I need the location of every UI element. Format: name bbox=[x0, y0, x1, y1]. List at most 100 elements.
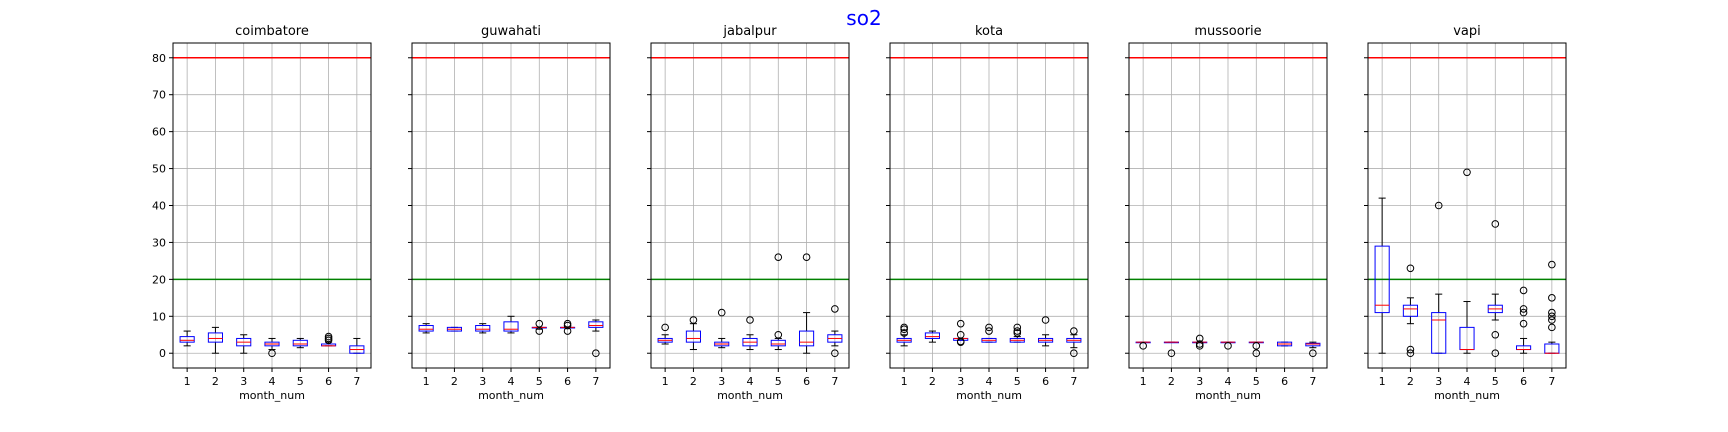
panel-title: coimbatore bbox=[235, 24, 309, 39]
figure-title: so2 bbox=[846, 6, 881, 30]
flier-point bbox=[1406, 264, 1415, 273]
flier-point bbox=[900, 329, 908, 337]
y-tick-label: 20 bbox=[152, 273, 166, 286]
x-tick-label: 2 bbox=[212, 375, 219, 388]
flier-point bbox=[1224, 342, 1232, 350]
y-tick-label: 50 bbox=[152, 163, 166, 176]
flier-point bbox=[1252, 342, 1261, 350]
box-iqr bbox=[207, 332, 224, 343]
flier-point bbox=[831, 349, 839, 358]
x-axis-label: month_num bbox=[956, 389, 1022, 402]
box-iqr bbox=[924, 332, 940, 339]
x-tick-label: 1 bbox=[901, 375, 908, 388]
panel-title: kota bbox=[975, 24, 1003, 39]
box-month-5 bbox=[531, 319, 547, 335]
flier-point bbox=[985, 327, 993, 335]
x-tick-label: 6 bbox=[325, 375, 332, 388]
flier-point bbox=[592, 349, 600, 358]
box-month-2 bbox=[1163, 341, 1180, 358]
flier-point bbox=[1013, 327, 1022, 335]
flier-point bbox=[1519, 305, 1528, 313]
panels: coimbatore 0 10 20 30 40 50 60 70 80 1 2 3 4 5 6 7 month_… bbox=[152, 24, 1567, 402]
box-iqr bbox=[799, 330, 815, 347]
y-tick-label: 60 bbox=[152, 126, 166, 139]
flier-point bbox=[746, 316, 754, 324]
flier-point bbox=[900, 323, 908, 332]
x-tick-label: 1 bbox=[1140, 375, 1147, 388]
x-tick-label: 3 bbox=[1435, 375, 1442, 388]
flier-point bbox=[1519, 308, 1528, 317]
box-month-1 bbox=[418, 323, 434, 334]
x-tick-label: 2 bbox=[929, 375, 936, 388]
x-tick-label: 6 bbox=[803, 375, 810, 388]
x-tick-label: 2 bbox=[451, 375, 458, 388]
box-month-1 bbox=[1135, 341, 1151, 350]
box-month-1 bbox=[1374, 197, 1390, 354]
box-month-2 bbox=[207, 326, 224, 354]
box-month-6 bbox=[1038, 316, 1054, 347]
flier-point bbox=[1195, 334, 1204, 343]
box-month-6 bbox=[1516, 286, 1532, 354]
x-tick-label: 4 bbox=[986, 375, 993, 388]
box-month-2 bbox=[446, 326, 463, 332]
flier-point bbox=[1041, 316, 1050, 324]
flier-point bbox=[1070, 327, 1078, 335]
box-iqr bbox=[475, 325, 491, 332]
flier-point bbox=[717, 308, 726, 317]
panel-coimbatore: coimbatore 0 10 20 30 40 50 60 70 80 1 2 3 4 5 6 7 month_… bbox=[152, 24, 372, 402]
box-month-5 bbox=[292, 337, 308, 349]
box-month-4 bbox=[1220, 341, 1236, 350]
box-iqr bbox=[685, 330, 701, 343]
x-tick-label: 1 bbox=[423, 375, 430, 388]
x-tick-label: 3 bbox=[957, 375, 964, 388]
x-tick-label: 5 bbox=[775, 375, 782, 388]
box-iqr bbox=[179, 336, 195, 343]
flier-point bbox=[1309, 349, 1317, 358]
panel-kota: kota 1 2 3 4 5 6 7 month_num bbox=[886, 24, 1089, 402]
flier-point bbox=[661, 323, 669, 332]
box-iqr bbox=[1305, 342, 1321, 347]
box-month-4 bbox=[742, 316, 758, 351]
box-month-1 bbox=[179, 330, 195, 347]
x-tick-label: 6 bbox=[1281, 375, 1288, 388]
box-month-3 bbox=[475, 323, 491, 334]
x-tick-label: 6 bbox=[1520, 375, 1527, 388]
box-iqr bbox=[770, 339, 786, 347]
x-axis-label: month_num bbox=[1434, 389, 1500, 402]
x-tick-label: 5 bbox=[297, 375, 304, 388]
x-tick-label: 3 bbox=[479, 375, 486, 388]
box-month-3 bbox=[236, 334, 252, 354]
panel-title: mussoorie bbox=[1194, 24, 1261, 39]
box-iqr bbox=[1374, 245, 1390, 314]
box-iqr bbox=[292, 339, 308, 347]
box-month-3 bbox=[1192, 334, 1208, 350]
x-tick-label: 7 bbox=[831, 375, 838, 388]
panel-title: vapi bbox=[1453, 24, 1481, 39]
box-month-2 bbox=[1402, 264, 1419, 358]
x-tick-label: 4 bbox=[269, 375, 276, 388]
box-month-5 bbox=[1248, 341, 1264, 358]
box-month-3 bbox=[953, 319, 969, 346]
panel-mussoorie: mussoorie 1 2 3 4 5 6 7 month_num bbox=[1125, 24, 1328, 402]
x-axis-label: month_num bbox=[717, 389, 783, 402]
flier-point bbox=[1519, 319, 1528, 328]
flier-point bbox=[1013, 323, 1022, 332]
flier-point bbox=[956, 330, 965, 339]
flier-point bbox=[689, 316, 698, 324]
panel-guwahati: guwahati 1 2 3 4 5 6 7 month_num bbox=[408, 24, 611, 402]
x-tick-label: 1 bbox=[1379, 375, 1386, 388]
flier-point bbox=[1548, 294, 1556, 302]
flier-point bbox=[985, 323, 993, 332]
x-axis-label: month_num bbox=[478, 389, 544, 402]
flier-point bbox=[1167, 349, 1176, 358]
flier-point bbox=[535, 319, 544, 328]
box-iqr bbox=[588, 321, 604, 328]
flier-point bbox=[956, 319, 965, 328]
y-tick-label: 70 bbox=[152, 89, 166, 102]
flier-point bbox=[774, 330, 783, 339]
box-month-1 bbox=[896, 323, 912, 347]
x-tick-label: 4 bbox=[747, 375, 754, 388]
flier-point bbox=[535, 327, 544, 335]
flier-point bbox=[1139, 342, 1147, 350]
box-month-7 bbox=[1066, 327, 1082, 358]
